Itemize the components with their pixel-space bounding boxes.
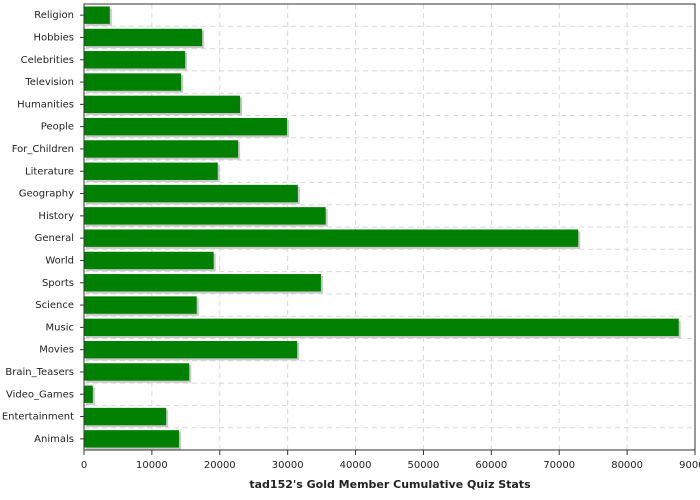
bar <box>84 73 182 91</box>
x-tick-label: 50000 <box>408 460 440 471</box>
y-tick-label: For_Children <box>12 144 74 155</box>
bar <box>84 6 110 24</box>
bar <box>84 184 298 203</box>
bar <box>84 95 241 114</box>
y-tick-label: Movies <box>39 345 74 356</box>
bar <box>84 385 93 403</box>
y-tick-label: Religion <box>34 10 74 21</box>
y-tick-label: History <box>38 211 74 222</box>
bar <box>84 207 326 225</box>
y-tick-label: Celebrities <box>21 55 74 66</box>
y-tick-label: Sports <box>42 278 74 289</box>
y-tick-label: Brain_Teasers <box>5 367 74 378</box>
plot-frame <box>83 3 696 451</box>
y-tick-label: Geography <box>19 189 74 200</box>
bar <box>84 51 186 69</box>
y-tick-label: People <box>41 122 74 133</box>
bar <box>84 117 287 136</box>
y-tick-label: Hobbies <box>34 32 74 43</box>
x-tick-label: 10000 <box>136 460 168 471</box>
x-tick-label: 60000 <box>475 460 507 471</box>
y-tick-label: Entertainment <box>2 412 74 423</box>
y-tick-label: Television <box>24 77 74 88</box>
y-tick-label: General <box>35 233 74 244</box>
x-tick-label: 80000 <box>611 460 643 471</box>
bar <box>84 430 180 448</box>
bar <box>84 140 239 158</box>
bar <box>84 251 214 270</box>
x-tick-label: 70000 <box>543 460 575 471</box>
y-tick-label: Music <box>46 322 74 333</box>
y-tick-label: Literature <box>25 166 74 177</box>
bar <box>84 28 203 47</box>
x-tick-label: 90000 <box>679 460 700 471</box>
y-tick-label: Science <box>35 300 74 311</box>
x-tick-label: 0 <box>81 460 87 471</box>
x-tick-label: 30000 <box>272 460 304 471</box>
x-tick-label: 20000 <box>204 460 236 471</box>
y-tick-label: Animals <box>34 434 74 445</box>
bar <box>84 407 167 426</box>
bar <box>84 296 197 314</box>
bar <box>84 162 218 180</box>
bar <box>84 340 298 359</box>
bar <box>84 318 679 337</box>
bar <box>84 363 190 381</box>
y-tick-label: Video_Games <box>6 389 74 400</box>
x-axis-title: tad152's Gold Member Cumulative Quiz Sta… <box>249 478 531 491</box>
bar <box>84 274 321 292</box>
y-tick-label: World <box>45 255 74 266</box>
x-tick-label: 40000 <box>340 460 372 471</box>
y-tick-label: Humanities <box>17 99 74 110</box>
bar <box>84 229 579 247</box>
